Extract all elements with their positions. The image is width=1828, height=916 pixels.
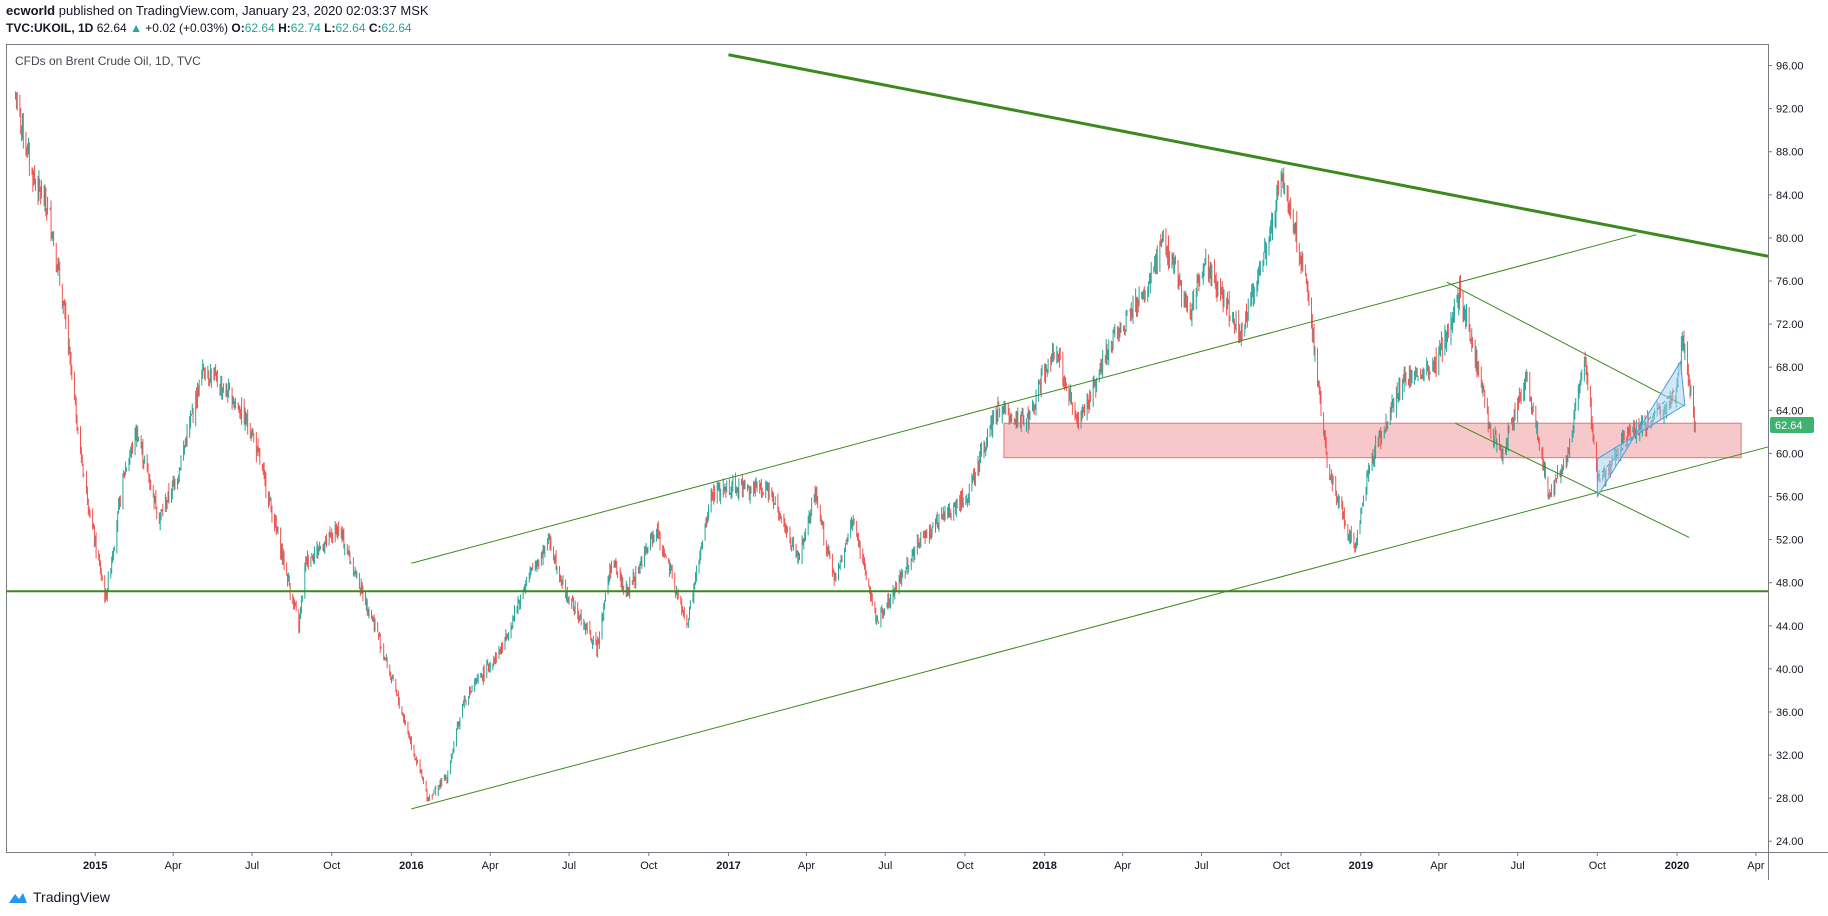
- symbol-name[interactable]: TVC:UKOIL, 1D: [6, 21, 94, 35]
- y-tick-label: 44.00: [1776, 621, 1804, 633]
- x-tick-label: 2015: [83, 860, 107, 872]
- up-arrow-icon: ▲: [130, 21, 142, 35]
- trendline[interactable]: [411, 446, 1769, 810]
- y-tick-label: 36.00: [1776, 707, 1804, 719]
- open-label: O:: [231, 21, 245, 35]
- publisher-name[interactable]: ecworld: [6, 3, 56, 18]
- brand-name: TradingView: [33, 889, 111, 905]
- y-tick-label: 72.00: [1776, 319, 1804, 331]
- price-change: +0.02 (+0.03%): [145, 21, 229, 35]
- x-tick-label: Oct: [956, 860, 973, 872]
- y-tick-label: 24.00: [1776, 836, 1804, 848]
- y-tick-label: 96.00: [1776, 61, 1804, 73]
- x-tick-label: 2018: [1032, 860, 1056, 872]
- parallel-channel[interactable]: [1596, 360, 1686, 499]
- chart-title: CFDs on Brent Crude Oil, 1D, TVC: [15, 54, 201, 68]
- y-tick-label: 68.00: [1776, 362, 1804, 374]
- x-tick-label: Jul: [245, 860, 259, 872]
- y-tick-label: 80.00: [1776, 233, 1804, 245]
- y-tick-label: 56.00: [1776, 491, 1804, 503]
- x-tick-label: 2019: [1349, 860, 1373, 872]
- last-price: 62.64: [96, 21, 127, 35]
- close-label: C:: [368, 21, 382, 35]
- x-tick-label: Apr: [1747, 860, 1764, 872]
- y-tick-label: 88.00: [1776, 147, 1804, 159]
- x-tick-label: Oct: [1273, 860, 1290, 872]
- y-tick-label: 40.00: [1776, 664, 1804, 676]
- y-tick-label: 76.00: [1776, 276, 1804, 288]
- x-tick-label: Oct: [640, 860, 657, 872]
- y-tick-label: 84.00: [1776, 190, 1804, 202]
- x-tick-label: Apr: [165, 860, 182, 872]
- x-tick-label: Jul: [1511, 860, 1525, 872]
- low-label: L:: [324, 21, 336, 35]
- trendline[interactable]: [728, 53, 1769, 258]
- x-tick-label: Apr: [1114, 860, 1131, 872]
- x-tick-label: Apr: [1430, 860, 1447, 872]
- price-tag-label: 62.64: [1775, 420, 1803, 432]
- current-price-tag: 62.64: [1770, 416, 1814, 433]
- tradingview-logo[interactable]: TradingView: [6, 889, 110, 905]
- trendline[interactable]: [411, 234, 1637, 564]
- publish-info: ecworld published on TradingView.com, Ja…: [6, 3, 429, 18]
- y-tick-label: 28.00: [1776, 793, 1804, 805]
- x-tick-label: 2016: [399, 860, 423, 872]
- trendline[interactable]: [1455, 422, 1690, 538]
- price-tag-background: [1770, 416, 1814, 433]
- y-tick-label: 64.00: [1776, 405, 1804, 417]
- trendline[interactable]: [1446, 281, 1686, 407]
- close-value: 62.64: [381, 21, 412, 35]
- open-value: 62.64: [244, 21, 275, 35]
- x-tick-label: 2020: [1665, 860, 1689, 872]
- y-tick-label: 92.00: [1776, 104, 1804, 116]
- x-tick-label: Jul: [878, 860, 892, 872]
- y-tick-label: 48.00: [1776, 578, 1804, 590]
- publish-text: published on TradingView.com, January 23…: [58, 3, 429, 18]
- x-tick-label: Apr: [482, 860, 499, 872]
- x-tick-label: 2017: [716, 860, 740, 872]
- x-tick-label: Oct: [323, 860, 340, 872]
- y-tick-label: 32.00: [1776, 750, 1804, 762]
- symbol-legend: TVC:UKOIL, 1D 62.64 ▲ +0.02 (+0.03%) O:6…: [6, 21, 412, 35]
- y-tick-label: 60.00: [1776, 448, 1804, 460]
- low-value: 62.64: [335, 21, 366, 35]
- x-tick-label: Oct: [1589, 860, 1606, 872]
- x-tick-label: Apr: [798, 860, 815, 872]
- x-tick-label: Jul: [1194, 860, 1208, 872]
- tradingview-cloud-icon: [9, 893, 27, 903]
- high-value: 62.74: [290, 21, 321, 35]
- y-tick-label: 52.00: [1776, 535, 1804, 547]
- high-label: H:: [278, 21, 291, 35]
- x-tick-label: Jul: [562, 860, 576, 872]
